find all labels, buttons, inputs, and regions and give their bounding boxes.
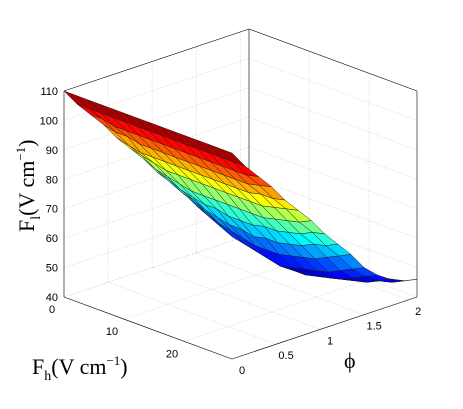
grid-line [63,117,250,180]
z-tick-label: 70 [46,204,58,216]
grid-line [248,58,418,121]
z-axis-label: Fl(V cm−1) [13,139,44,232]
tick-labels: 40 50 60 70 80 90 100 110 0 10 20 0 0.5 1 1.5 2 [40,86,422,377]
z-tick-label: 60 [46,233,58,245]
x-tick-label: 10 [106,326,118,338]
x-tick-label: 20 [166,348,178,360]
x-axis-line [63,296,233,360]
grid-line [63,87,250,151]
z-tick-label: 100 [40,115,58,127]
y-axis-line [231,296,418,360]
x-tick-label: 0 [49,304,55,316]
y-tick-label: 2 [415,306,421,318]
y-tick-label: 1 [327,335,333,347]
grid-line [63,58,250,121]
grid-line [248,117,418,180]
back-top-edge-line [248,28,418,92]
surface-face [219,148,246,167]
x-axis-label: Fh(V cm−1) [32,353,128,384]
z-tick-label: 40 [46,292,58,304]
grid-line [123,256,310,320]
y-axis-label: ϕ [344,348,356,373]
y-tick-label: 1.5 [366,321,381,333]
surface-mesh [63,90,418,283]
grid-line [63,234,250,298]
z-tick-label: 80 [46,174,58,186]
grid-line [152,267,321,330]
y-tick-label: 0 [239,365,245,377]
z-tick-label: 50 [46,263,58,275]
grid-line [248,87,418,151]
grid-line [183,279,370,342]
grid-line [107,282,277,345]
z-tick-label: 110 [40,86,58,98]
y-tick-label: 0.5 [278,350,293,362]
left-top-edge-line [63,28,250,92]
z-tick-label: 90 [46,145,58,157]
